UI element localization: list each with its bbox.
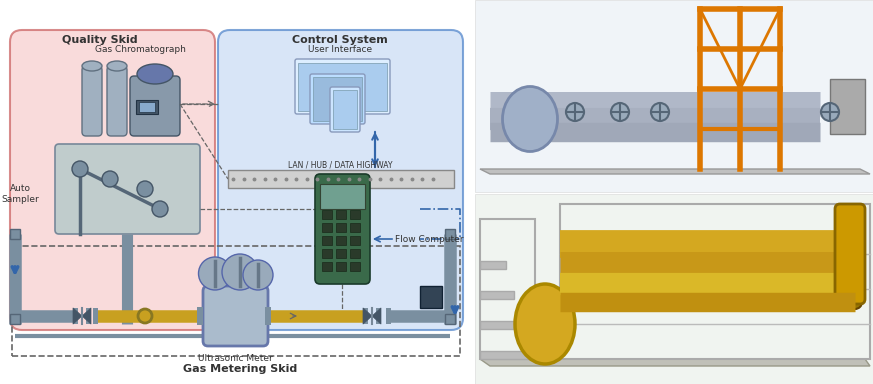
FancyBboxPatch shape xyxy=(130,76,180,136)
Bar xyxy=(336,223,346,232)
Polygon shape xyxy=(73,308,82,324)
Bar xyxy=(350,262,360,271)
FancyBboxPatch shape xyxy=(295,59,390,114)
Bar xyxy=(386,308,390,324)
Bar xyxy=(420,286,442,308)
Bar xyxy=(475,0,873,192)
Bar xyxy=(445,314,455,324)
Bar xyxy=(336,210,346,219)
Text: Control System: Control System xyxy=(292,35,388,45)
Bar xyxy=(475,194,873,384)
Circle shape xyxy=(243,260,273,290)
Bar xyxy=(12,246,460,356)
Bar xyxy=(322,249,332,258)
Polygon shape xyxy=(82,308,91,324)
FancyBboxPatch shape xyxy=(55,144,200,234)
Circle shape xyxy=(198,257,231,290)
Bar xyxy=(197,307,203,325)
Bar xyxy=(10,229,20,239)
Bar xyxy=(480,321,522,329)
Ellipse shape xyxy=(848,276,862,292)
Polygon shape xyxy=(480,359,870,366)
Bar xyxy=(336,236,346,245)
Bar xyxy=(313,77,362,121)
Text: Quality Skid: Quality Skid xyxy=(62,35,138,45)
Bar xyxy=(298,63,387,111)
Bar xyxy=(322,223,332,232)
FancyBboxPatch shape xyxy=(330,87,360,132)
Circle shape xyxy=(821,103,839,121)
Bar xyxy=(445,229,455,239)
Bar xyxy=(228,170,454,188)
FancyBboxPatch shape xyxy=(310,74,365,124)
Circle shape xyxy=(102,171,118,187)
FancyBboxPatch shape xyxy=(82,66,102,136)
Polygon shape xyxy=(372,308,381,324)
Polygon shape xyxy=(480,169,870,174)
Bar xyxy=(350,223,360,232)
Bar xyxy=(480,351,530,359)
Bar xyxy=(322,210,332,219)
FancyBboxPatch shape xyxy=(218,30,463,330)
Ellipse shape xyxy=(848,234,862,254)
Circle shape xyxy=(611,103,629,121)
Bar xyxy=(93,308,98,324)
Ellipse shape xyxy=(848,295,862,309)
Text: Flow Computer: Flow Computer xyxy=(395,235,464,243)
Circle shape xyxy=(72,161,88,177)
Bar xyxy=(320,184,365,209)
Ellipse shape xyxy=(848,255,862,273)
Ellipse shape xyxy=(107,61,127,71)
Bar xyxy=(830,79,865,134)
Bar xyxy=(350,249,360,258)
Bar xyxy=(136,100,158,114)
Circle shape xyxy=(566,103,584,121)
Bar xyxy=(333,90,357,129)
FancyBboxPatch shape xyxy=(315,174,370,284)
Text: Gas Metering Skid: Gas Metering Skid xyxy=(182,364,297,374)
Text: User Interface: User Interface xyxy=(308,45,372,53)
Bar xyxy=(86,308,91,324)
Ellipse shape xyxy=(137,64,173,84)
Ellipse shape xyxy=(515,284,575,364)
Circle shape xyxy=(138,309,152,323)
Ellipse shape xyxy=(82,61,102,71)
Text: Gas Chromatograph: Gas Chromatograph xyxy=(94,45,185,53)
Circle shape xyxy=(651,103,669,121)
Bar xyxy=(480,261,506,269)
Bar xyxy=(362,308,368,324)
Text: Auto
Sampler: Auto Sampler xyxy=(1,184,39,204)
Circle shape xyxy=(222,254,258,290)
Text: Ultrasonic Meter: Ultrasonic Meter xyxy=(197,354,272,363)
FancyBboxPatch shape xyxy=(835,204,865,304)
FancyBboxPatch shape xyxy=(10,30,215,330)
Circle shape xyxy=(137,181,153,197)
Bar xyxy=(350,210,360,219)
Polygon shape xyxy=(363,308,372,324)
Bar xyxy=(560,204,870,359)
FancyBboxPatch shape xyxy=(107,66,127,136)
Bar xyxy=(265,307,271,325)
Bar xyxy=(139,102,155,112)
Bar xyxy=(322,262,332,271)
Bar xyxy=(336,262,346,271)
Bar xyxy=(375,308,381,324)
Bar xyxy=(350,236,360,245)
Bar xyxy=(10,314,20,324)
Text: LAN / HUB / DATA HIGHWAY: LAN / HUB / DATA HIGHWAY xyxy=(288,161,392,170)
Circle shape xyxy=(152,201,168,217)
Bar xyxy=(322,236,332,245)
Bar xyxy=(480,219,535,359)
FancyBboxPatch shape xyxy=(203,286,268,346)
Ellipse shape xyxy=(503,86,558,152)
Bar xyxy=(336,249,346,258)
Bar xyxy=(72,308,78,324)
Bar xyxy=(480,291,514,299)
